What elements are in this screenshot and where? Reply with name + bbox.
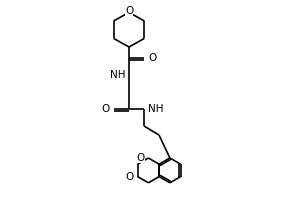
Text: NH: NH	[110, 70, 125, 80]
Text: O: O	[125, 6, 133, 16]
Text: O: O	[148, 53, 157, 63]
Text: O: O	[126, 172, 134, 182]
Text: O: O	[136, 153, 145, 163]
Text: O: O	[101, 104, 110, 114]
Text: NH: NH	[148, 104, 163, 114]
